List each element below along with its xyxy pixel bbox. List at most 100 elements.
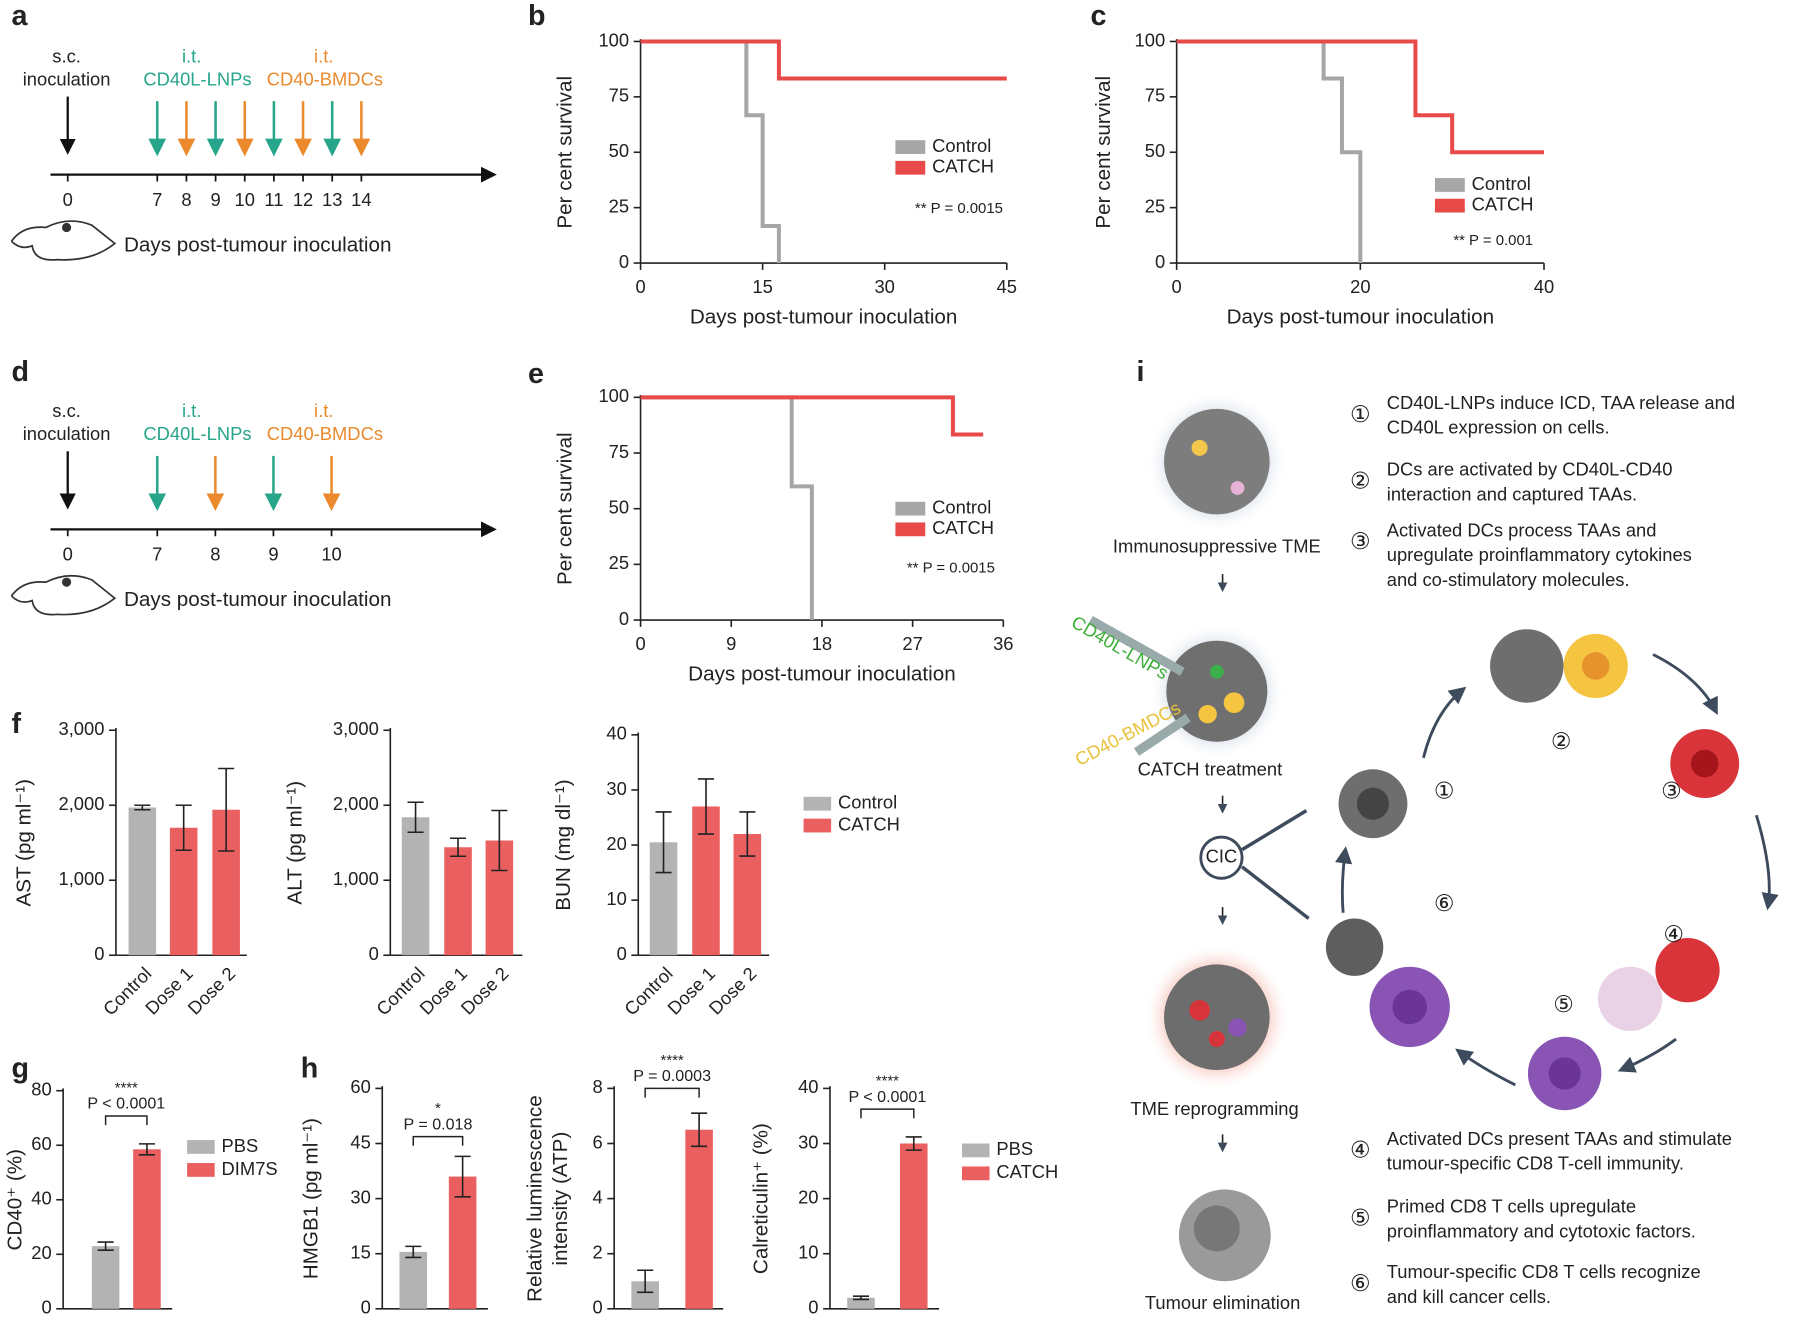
timeline-tick-label: 8 bbox=[181, 189, 191, 210]
route-label: i.t. bbox=[314, 45, 333, 66]
significance-p: P = 0.018 bbox=[403, 1115, 472, 1133]
node-label: Immunosuppressive TME bbox=[1113, 536, 1321, 557]
y-tick-label: 80 bbox=[31, 1079, 51, 1100]
y-tick-label: 75 bbox=[609, 85, 629, 106]
y-tick-label: 0 bbox=[592, 1297, 602, 1317]
survival-line bbox=[1176, 39, 1363, 264]
step-text: Primed CD8 T cells upregulate bbox=[1387, 1196, 1636, 1217]
step-text: Tumour-specific CD8 T cells recognize bbox=[1387, 1261, 1701, 1282]
x-tick-label: Dose 2 bbox=[704, 963, 760, 1019]
cycle-number: ⑤ bbox=[1553, 991, 1574, 1017]
y-axis-label: Per cent survival bbox=[553, 76, 576, 229]
panel-label: f bbox=[11, 708, 21, 740]
bar bbox=[444, 847, 472, 956]
panel-label: i bbox=[1136, 356, 1144, 388]
y-tick-label: 60 bbox=[350, 1076, 370, 1097]
y-tick-label: 75 bbox=[609, 441, 629, 462]
y-tick-label: 25 bbox=[609, 195, 629, 216]
y-axis-label: Per cent survival bbox=[553, 432, 576, 585]
error-bar bbox=[454, 1155, 471, 1198]
y-tick-label: 50 bbox=[609, 497, 629, 518]
legend-label: DIM7S bbox=[222, 1158, 278, 1179]
mouse-icon bbox=[10, 574, 117, 616]
bar bbox=[847, 1297, 875, 1309]
significance-bracket bbox=[644, 1087, 700, 1098]
x-tick-label: Control bbox=[620, 963, 677, 1020]
x-tick-label: 0 bbox=[1172, 276, 1182, 297]
timeline-tick-label: 10 bbox=[321, 544, 341, 565]
panel-label: e bbox=[528, 358, 544, 390]
step-text: and kill cancer cells. bbox=[1387, 1286, 1551, 1307]
panel-label: d bbox=[11, 356, 29, 388]
y-axis-label: Per cent survival bbox=[1092, 76, 1115, 229]
x-tick-label: 0 bbox=[635, 276, 645, 297]
y-tick-label: 60 bbox=[31, 1133, 51, 1154]
inoculation-label: s.c. bbox=[52, 45, 81, 66]
error-bar bbox=[450, 837, 467, 858]
y-axis-label: HMGB1 (pg ml⁻¹) bbox=[300, 1118, 323, 1279]
y-tick-label: 20 bbox=[798, 1186, 818, 1207]
route-label: i.t. bbox=[182, 400, 201, 421]
error-bar bbox=[97, 1241, 114, 1252]
bar bbox=[128, 807, 157, 956]
legend-label: PBS bbox=[996, 1138, 1033, 1159]
legend-label: CATCH bbox=[996, 1161, 1058, 1182]
legend-label: CATCH bbox=[932, 517, 994, 538]
panel-label: c bbox=[1091, 0, 1107, 32]
x-tick-label: 27 bbox=[902, 633, 922, 654]
legend-label: Control bbox=[1472, 173, 1531, 194]
step-text: CD40L-LNPs induce ICD, TAA release and bbox=[1387, 392, 1735, 413]
annotation: ** P = 0.0015 bbox=[907, 559, 995, 576]
error-bar bbox=[491, 809, 508, 872]
survival-line bbox=[640, 39, 1007, 81]
y-tick-label: 50 bbox=[609, 140, 629, 161]
bar bbox=[133, 1149, 161, 1309]
legend-label: CATCH bbox=[838, 813, 900, 834]
panel-label: g bbox=[11, 1053, 29, 1085]
legend-swatch bbox=[961, 1143, 990, 1158]
y-tick-label: 15 bbox=[350, 1242, 370, 1263]
step-text: Activated DCs present TAAs and stimulate bbox=[1387, 1128, 1732, 1149]
legend-label: Control bbox=[932, 497, 991, 518]
step-text: Activated DCs process TAAs and bbox=[1387, 519, 1657, 540]
x-tick-label: Dose 2 bbox=[183, 963, 239, 1019]
step-number: ⑤ bbox=[1350, 1204, 1371, 1230]
inoculation-label: inoculation bbox=[23, 68, 111, 89]
legend-swatch bbox=[895, 160, 926, 175]
y-tick-label: 4 bbox=[592, 1186, 602, 1207]
timeline-tick-label: 7 bbox=[152, 544, 162, 565]
panel-label: h bbox=[301, 1053, 319, 1085]
panel-label: b bbox=[528, 0, 546, 32]
step-text: proinflammatory and cytotoxic factors. bbox=[1387, 1220, 1696, 1241]
group-label: CD40-BMDCs bbox=[267, 423, 383, 444]
y-tick-label: 1,000 bbox=[59, 868, 105, 889]
legend-label: CATCH bbox=[1472, 193, 1534, 214]
x-axis-label: Days post-tumour inoculation bbox=[690, 306, 958, 329]
legend-swatch bbox=[803, 818, 832, 833]
y-tick-label: 100 bbox=[598, 385, 629, 406]
survival-line bbox=[640, 395, 814, 621]
x-tick-label: 15 bbox=[752, 276, 772, 297]
route-label: i.t. bbox=[182, 45, 201, 66]
inoculation-label: inoculation bbox=[23, 423, 111, 444]
bar bbox=[399, 1251, 428, 1309]
group-label: CD40L-LNPs bbox=[143, 68, 251, 89]
error-bar bbox=[134, 804, 151, 811]
legend-swatch bbox=[803, 796, 832, 811]
cycle-number: ① bbox=[1434, 777, 1455, 803]
significance-p: P < 0.0001 bbox=[848, 1088, 926, 1106]
x-tick-label: 18 bbox=[812, 633, 832, 654]
y-tick-label: 2,000 bbox=[59, 793, 105, 814]
y-axis-label: Calreticulin⁺ (%) bbox=[750, 1123, 773, 1274]
significance-bracket bbox=[412, 1135, 464, 1146]
legend-label: Control bbox=[838, 792, 897, 813]
timeline-tick-label: 0 bbox=[63, 544, 73, 565]
y-tick-label: 20 bbox=[606, 833, 626, 854]
injection-label: CD40L-LNPs bbox=[1068, 611, 1172, 683]
timeline-tick-label: 8 bbox=[210, 544, 220, 565]
timeline-tick-label: 13 bbox=[322, 189, 342, 210]
timeline-tick-label: 10 bbox=[235, 189, 255, 210]
legend-swatch bbox=[895, 522, 926, 537]
x-tick-label: 20 bbox=[1350, 276, 1370, 297]
x-axis-label: Days post-tumour inoculation bbox=[1227, 306, 1495, 329]
